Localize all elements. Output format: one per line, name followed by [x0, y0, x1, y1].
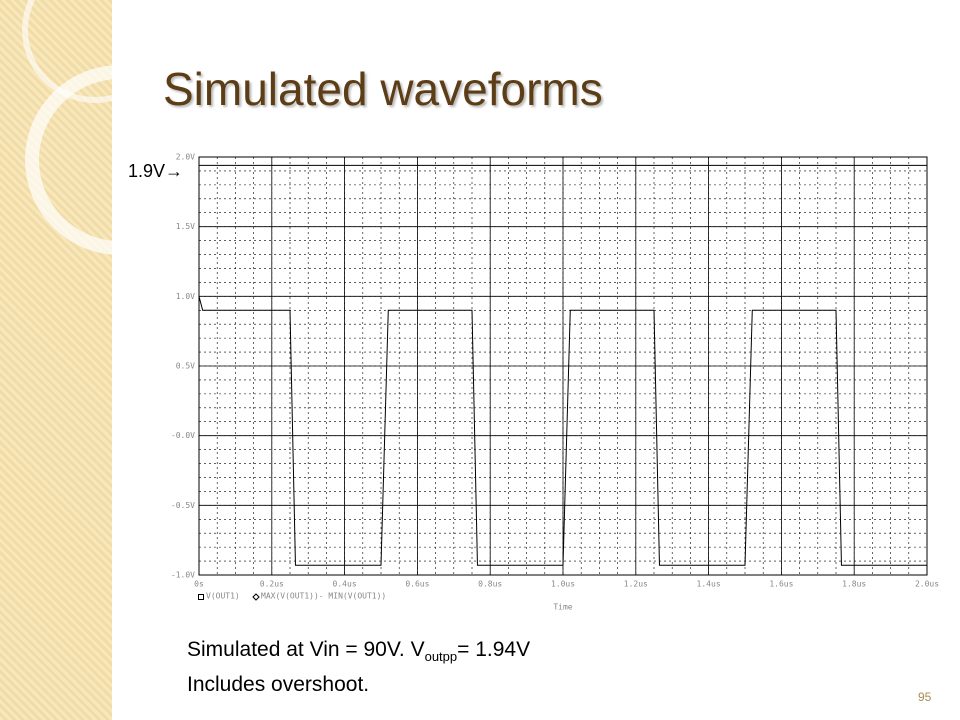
caption-tail: = 1.94V [457, 638, 531, 661]
x-tick-label: 1.4us [697, 580, 721, 589]
page-number: 95 [918, 690, 932, 704]
x-tick-label: 2.0us [915, 580, 939, 589]
slide-title: Simulated waveforms [163, 63, 603, 115]
series-line [198, 296, 927, 566]
caption: Simulated at Vin = 90V. Voutpp= 1.94V In… [187, 636, 530, 699]
x-tick-label: 0.8us [478, 580, 502, 589]
y-tick-label: 2.0V [176, 153, 195, 162]
caption-text: Simulated at Vin = 90V. V [187, 638, 425, 661]
x-tick-label: 1.6us [769, 580, 793, 589]
legend-marker [198, 594, 204, 600]
caption-subscript: outpp [424, 649, 458, 665]
y-tick-label: -0.0V [171, 431, 195, 440]
y-tick-label: 1.5V [176, 222, 195, 231]
legend-marker [252, 593, 260, 601]
y-tick-label: -1.0V [171, 571, 195, 580]
x-tick-label: 1.0us [551, 580, 575, 589]
x-tick-label: 0.6us [405, 580, 429, 589]
x-tick-label: 1.8us [842, 580, 866, 589]
legend-label: MAX(V(OUT1))- MIN(V(OUT1)) [261, 592, 386, 601]
x-tick-label: 0s [194, 580, 204, 589]
y-tick-label: 1.0V [176, 292, 195, 301]
x-tick-label: 0.2us [260, 580, 284, 589]
legend-label: V(OUT1) [206, 592, 240, 601]
y-tick-label: -0.5V [171, 501, 195, 510]
x-tick-label: 0.4us [333, 580, 357, 589]
decor-circles [22, 0, 112, 255]
annotation: 1.9V→ [128, 161, 183, 181]
y-tick-label: 0.5V [176, 362, 195, 371]
caption-line2: Includes overshoot. [187, 673, 370, 697]
decor-strip [0, 0, 112, 720]
x-axis-label: Time [553, 603, 572, 612]
x-tick-label: 1.2us [624, 580, 648, 589]
